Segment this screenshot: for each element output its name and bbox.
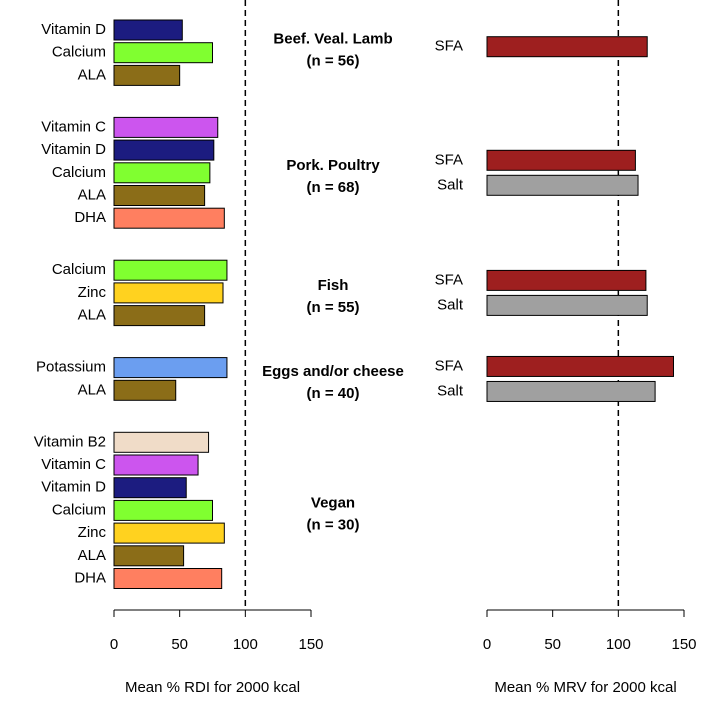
bar	[113, 431, 210, 453]
category-label: Zinc	[78, 284, 107, 301]
category-label: Salt	[437, 296, 464, 313]
bar	[113, 139, 215, 161]
group-count: (n = 56)	[307, 53, 360, 70]
x-tick-label: 50	[544, 636, 561, 653]
bar	[486, 269, 647, 291]
category-label: SFA	[435, 357, 463, 374]
category-label: DHA	[74, 569, 106, 586]
category-label: Vitamin C	[41, 118, 106, 135]
bar	[486, 149, 636, 171]
x-axis-title: Mean % RDI for 2000 kcal	[125, 679, 300, 696]
category-label: ALA	[78, 66, 106, 83]
group-count: (n = 30)	[307, 516, 360, 533]
bar	[486, 294, 648, 316]
bar	[486, 174, 639, 196]
x-axis-title: Mean % MRV for 2000 kcal	[494, 679, 676, 696]
bar	[113, 454, 199, 476]
bar	[113, 522, 225, 544]
category-label: SFA	[435, 38, 463, 55]
category-label: ALA	[78, 307, 106, 324]
category-label: Vitamin C	[41, 456, 106, 473]
bar	[113, 357, 228, 379]
bar	[113, 568, 223, 589]
category-label: Salt	[437, 382, 464, 399]
category-label: Vitamin D	[41, 21, 106, 38]
group-count: (n = 68)	[307, 179, 360, 196]
x-tick-label: 100	[233, 636, 258, 653]
bar	[113, 259, 228, 281]
group-count: (n = 55)	[307, 299, 360, 316]
category-label: Vitamin D	[41, 141, 106, 158]
category-label: Potassium	[36, 359, 106, 376]
category-label: Salt	[437, 176, 464, 193]
x-tick-label: 150	[298, 636, 323, 653]
category-label: SFA	[435, 271, 463, 288]
bar	[113, 42, 213, 64]
x-tick-label: 100	[606, 636, 631, 653]
bar	[486, 36, 648, 58]
bar	[113, 499, 213, 521]
x-tick-label: 150	[671, 636, 696, 653]
bar	[113, 207, 225, 229]
group-label: Fish	[318, 277, 349, 294]
bar	[113, 305, 206, 327]
category-label: ALA	[78, 381, 106, 398]
category-label: Calcium	[52, 501, 106, 518]
category-label: ALA	[78, 547, 106, 564]
category-label: Calcium	[52, 164, 106, 181]
bar	[113, 64, 181, 86]
category-label: ALA	[78, 186, 106, 203]
category-label: Vitamin D	[41, 479, 106, 496]
bar	[113, 19, 183, 41]
category-label: DHA	[74, 209, 106, 226]
bar	[113, 116, 219, 138]
bar	[113, 282, 224, 304]
category-label: Zinc	[78, 524, 107, 541]
category-label: Vitamin B2	[34, 433, 106, 450]
x-tick-label: 0	[483, 636, 491, 653]
bar	[486, 380, 656, 402]
group-label: Pork. Poultry	[286, 157, 380, 174]
category-label: SFA	[435, 151, 463, 168]
bar	[486, 355, 674, 377]
group-label: Beef. Veal. Lamb	[273, 31, 392, 48]
category-label: Calcium	[52, 44, 106, 61]
group-label: Vegan	[311, 494, 355, 511]
group-count: (n = 40)	[307, 385, 360, 402]
bar	[113, 477, 187, 499]
category-label: Calcium	[52, 261, 106, 278]
bar	[113, 545, 185, 567]
bar	[113, 379, 177, 401]
bar	[113, 185, 206, 206]
x-tick-label: 0	[110, 636, 118, 653]
group-label: Eggs and/or cheese	[262, 363, 404, 380]
x-tick-label: 50	[171, 636, 188, 653]
bar	[113, 162, 211, 184]
